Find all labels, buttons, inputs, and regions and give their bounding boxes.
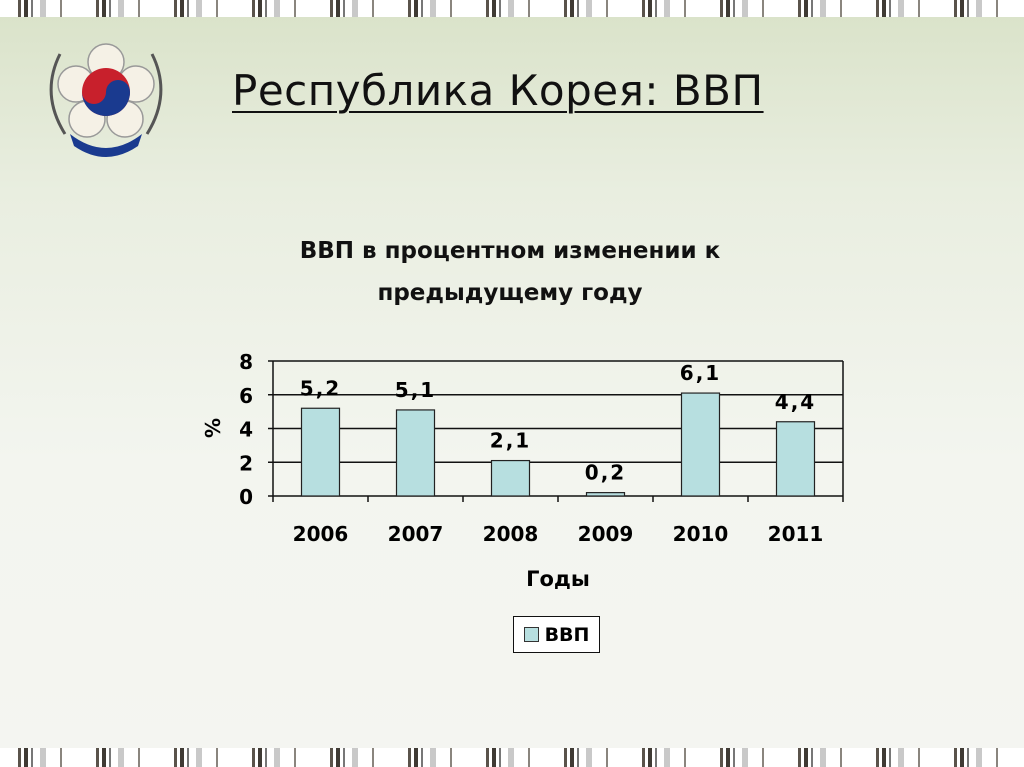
bar-2010 <box>680 392 721 497</box>
korea-emblem-logo <box>49 43 163 157</box>
data-label-2011: 4,4 <box>775 390 816 414</box>
decorative-top-border <box>0 0 1024 17</box>
data-label-2007: 5,1 <box>395 378 436 402</box>
data-label-2008: 2,1 <box>490 429 531 453</box>
bar-2008 <box>490 459 531 497</box>
chart-title-line-2: предыдущему году <box>377 280 643 306</box>
bar-2011 <box>775 421 816 497</box>
bar-2009 <box>585 492 626 497</box>
legend: ВВП <box>513 616 600 653</box>
chart-title-line-1: ВВП в процентном изменении к <box>299 238 721 264</box>
legend-swatch <box>523 627 539 642</box>
y-tick-label: 6 <box>239 384 253 408</box>
x-tick-label-2006: 2006 <box>293 522 349 546</box>
y-axis-label: % <box>201 418 225 438</box>
x-tick-label-2009: 2009 <box>578 522 634 546</box>
legend-label: ВВП <box>544 623 590 646</box>
x-tick-label-2007: 2007 <box>388 522 444 546</box>
slide-title: Республика Корея: ВВП <box>232 66 764 115</box>
data-label-2010: 6,1 <box>680 361 721 385</box>
data-label-2006: 5,2 <box>300 376 341 400</box>
x-axis-label: Годы <box>526 567 590 591</box>
y-tick-label: 4 <box>239 418 253 442</box>
y-tick-label: 8 <box>239 350 253 374</box>
y-tick-label: 0 <box>239 485 253 509</box>
x-tick-label-2010: 2010 <box>673 522 729 546</box>
data-label-2009: 0,2 <box>585 461 626 485</box>
bar-2007 <box>395 409 436 497</box>
y-tick-label: 2 <box>239 451 253 475</box>
chart-title: ВВП в процентном изменении к предыдущему… <box>230 230 790 314</box>
x-tick-label-2011: 2011 <box>768 522 824 546</box>
decorative-bottom-border <box>0 748 1024 767</box>
x-tick-label-2008: 2008 <box>483 522 539 546</box>
bar-2006 <box>300 407 341 497</box>
